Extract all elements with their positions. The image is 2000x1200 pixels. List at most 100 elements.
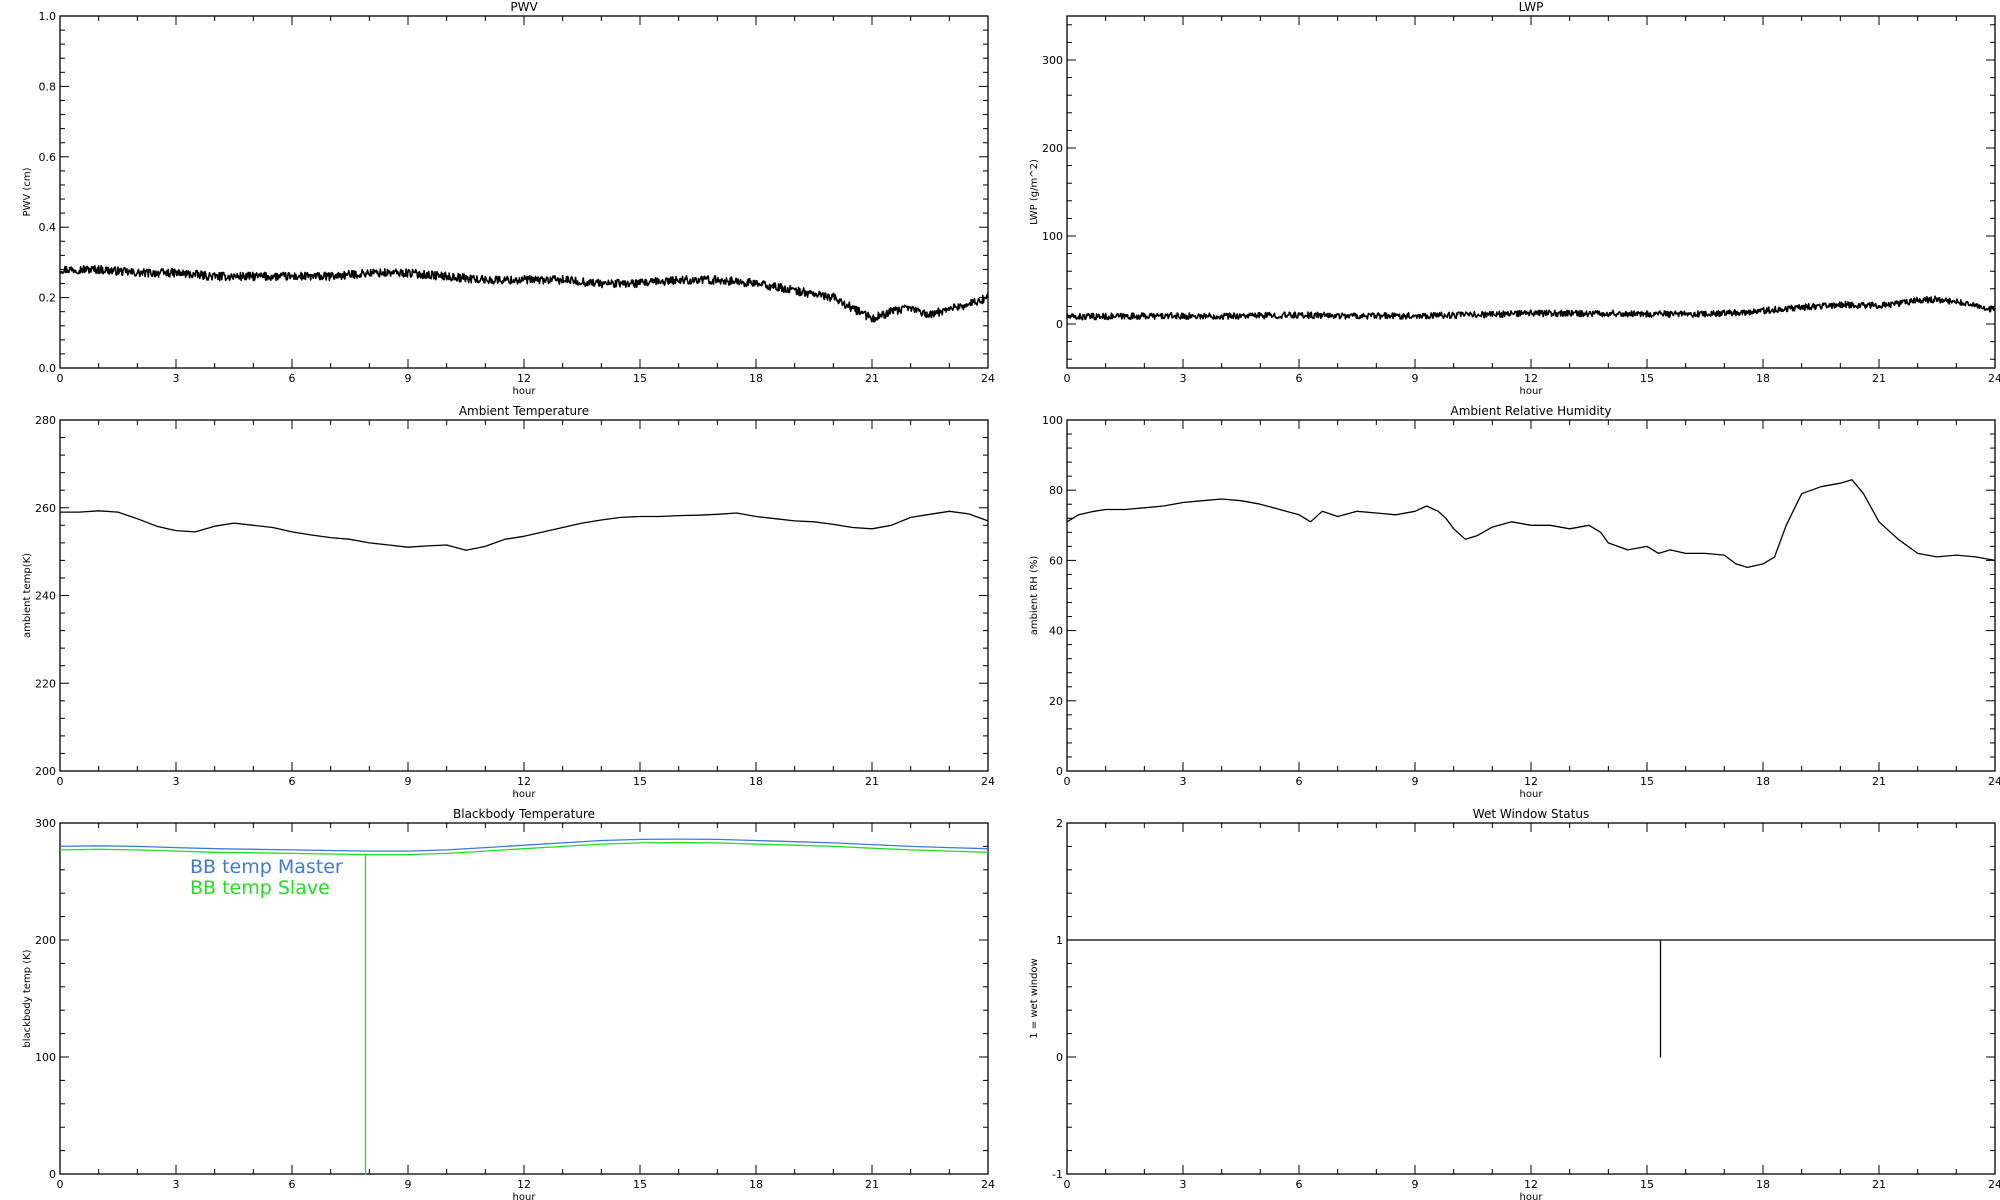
panel-title: PWV [510, 0, 538, 14]
x-tick-label: 3 [173, 372, 180, 385]
y-tick-label: 200 [35, 765, 56, 778]
y-tick-label: 40 [1049, 625, 1063, 638]
panel-title: Ambient Relative Humidity [1451, 404, 1612, 418]
x-tick-label: 9 [1412, 372, 1419, 385]
x-tick-label: 24 [981, 372, 995, 385]
x-axis-label: hour [1520, 789, 1544, 800]
x-tick-label: 21 [1872, 775, 1886, 788]
plot-frame [59, 15, 989, 369]
x-tick-label: 24 [981, 1178, 995, 1191]
x-tick-label: 9 [405, 372, 412, 385]
y-tick-label: 0 [1056, 1051, 1063, 1064]
y-axis-label: ambient RH (%) [1029, 556, 1040, 636]
x-tick-label: 18 [1756, 372, 1770, 385]
x-tick-label: 9 [1412, 775, 1419, 788]
x-tick-label: 3 [1180, 1178, 1187, 1191]
x-axis-label: hour [513, 1192, 537, 1200]
y-tick-label: 200 [1042, 142, 1063, 155]
legend-bb-temp-slave: BB temp Slave [190, 877, 330, 899]
x-tick-label: 0 [1064, 1178, 1071, 1191]
x-tick-label: 3 [173, 1178, 180, 1191]
x-tick-label: 6 [289, 775, 296, 788]
y-axis-label: blackbody temp (K) [22, 949, 33, 1047]
y-axis-label: PWV (cm) [22, 167, 33, 216]
y-tick-label: 100 [1042, 414, 1063, 427]
x-tick-label: 15 [1640, 1178, 1654, 1191]
plot-frame [59, 419, 989, 772]
series-line [59, 264, 989, 323]
panel-pwv: PWV hour PWV (cm) 0 3 6 9 12 15 18 21 24 0.0 0.2 0.4 0.… [22, 0, 995, 397]
y-tick-label: -1 [1052, 1168, 1063, 1181]
y-tick-label: 100 [1042, 230, 1063, 243]
x-tick-label: 24 [981, 775, 995, 788]
panel-title: Blackbody Temperature [453, 807, 595, 821]
y-tick-label: 0 [1056, 765, 1063, 778]
x-tick-label: 12 [517, 775, 531, 788]
y-axis-label: LWP (g/m^2) [1029, 159, 1040, 225]
x-tick-label: 9 [1412, 1178, 1419, 1191]
x-tick-label: 15 [633, 1178, 647, 1191]
x-axis-label: hour [1520, 386, 1544, 397]
y-tick-label: 1 [1056, 934, 1063, 947]
plot-frame [1066, 822, 1996, 1175]
x-tick-label: 6 [1296, 1178, 1303, 1191]
series-line [1066, 479, 1996, 569]
plot-frame [1066, 419, 1996, 772]
panel-title: Ambient Temperature [459, 404, 589, 418]
x-tick-label: 24 [1988, 775, 2000, 788]
x-tick-label: 0 [1064, 372, 1071, 385]
x-tick-label: 6 [1296, 775, 1303, 788]
series-bb-temp-master [59, 838, 989, 852]
x-tick-label: 21 [1872, 372, 1886, 385]
x-tick-label: 6 [289, 1178, 296, 1191]
y-tick-label: 300 [1042, 54, 1063, 67]
y-tick-label: 300 [35, 817, 56, 830]
panel-wet-window-status: Wet Window Status hour 1 = wet window 0 3 6 9 1… [1029, 807, 2000, 1200]
y-tick-label: 0.8 [39, 80, 57, 93]
x-tick-label: 12 [517, 1178, 531, 1191]
y-tick-label: 0.6 [39, 151, 57, 164]
series-line [60, 510, 989, 551]
x-tick-label: 3 [1180, 372, 1187, 385]
x-tick-label: 15 [633, 775, 647, 788]
x-tick-label: 21 [865, 372, 879, 385]
y-tick-label: 260 [35, 502, 56, 515]
x-tick-label: 3 [1180, 775, 1187, 788]
x-axis-label: hour [513, 386, 537, 397]
x-tick-label: 6 [289, 372, 296, 385]
x-tick-label: 21 [1872, 1178, 1886, 1191]
panel-title: Wet Window Status [1473, 807, 1589, 821]
panel-ambient-relative-humidity: Ambient Relative Humidity hour ambient RH … [1029, 404, 2000, 800]
y-tick-label: 220 [35, 677, 56, 690]
x-tick-label: 18 [749, 775, 763, 788]
x-tick-label: 12 [1524, 775, 1538, 788]
legend-bb-temp-master: BB temp Master [190, 856, 343, 878]
y-tick-label: 240 [35, 590, 56, 603]
x-tick-label: 18 [749, 372, 763, 385]
x-tick-label: 21 [865, 1178, 879, 1191]
x-tick-label: 12 [517, 372, 531, 385]
y-tick-label: 1.0 [39, 10, 57, 23]
x-tick-label: 9 [405, 775, 412, 788]
y-tick-label: 2 [1056, 817, 1063, 830]
x-tick-label: 12 [1524, 372, 1538, 385]
x-tick-label: 0 [57, 775, 64, 788]
x-tick-label: 21 [865, 775, 879, 788]
y-tick-label: 60 [1049, 554, 1063, 567]
panel-ambient-temperature: Ambient Temperature hour ambient temp(K) 0 3… [22, 404, 995, 800]
x-tick-label: 0 [1064, 775, 1071, 788]
y-tick-label: 0.2 [39, 292, 57, 305]
x-tick-label: 15 [1640, 775, 1654, 788]
y-tick-label: 200 [35, 934, 56, 947]
y-tick-label: 0.0 [39, 362, 57, 375]
x-tick-label: 18 [1756, 1178, 1770, 1191]
y-tick-label: 0.4 [39, 221, 57, 234]
y-tick-label: 100 [35, 1051, 56, 1064]
x-tick-label: 24 [1988, 372, 2000, 385]
y-axis-label: ambient temp(K) [22, 553, 33, 638]
panel-lwp: LWP hour LWP (g/m^2) 0 3 6 9 12 15 18 21 24 0 100 200 3… [1029, 0, 2000, 397]
panel-blackbody-temperature: Blackbody Temperature hour blackbody temp … [22, 807, 995, 1200]
y-tick-label: 0 [49, 1168, 56, 1181]
y-tick-label: 0 [1056, 318, 1063, 331]
